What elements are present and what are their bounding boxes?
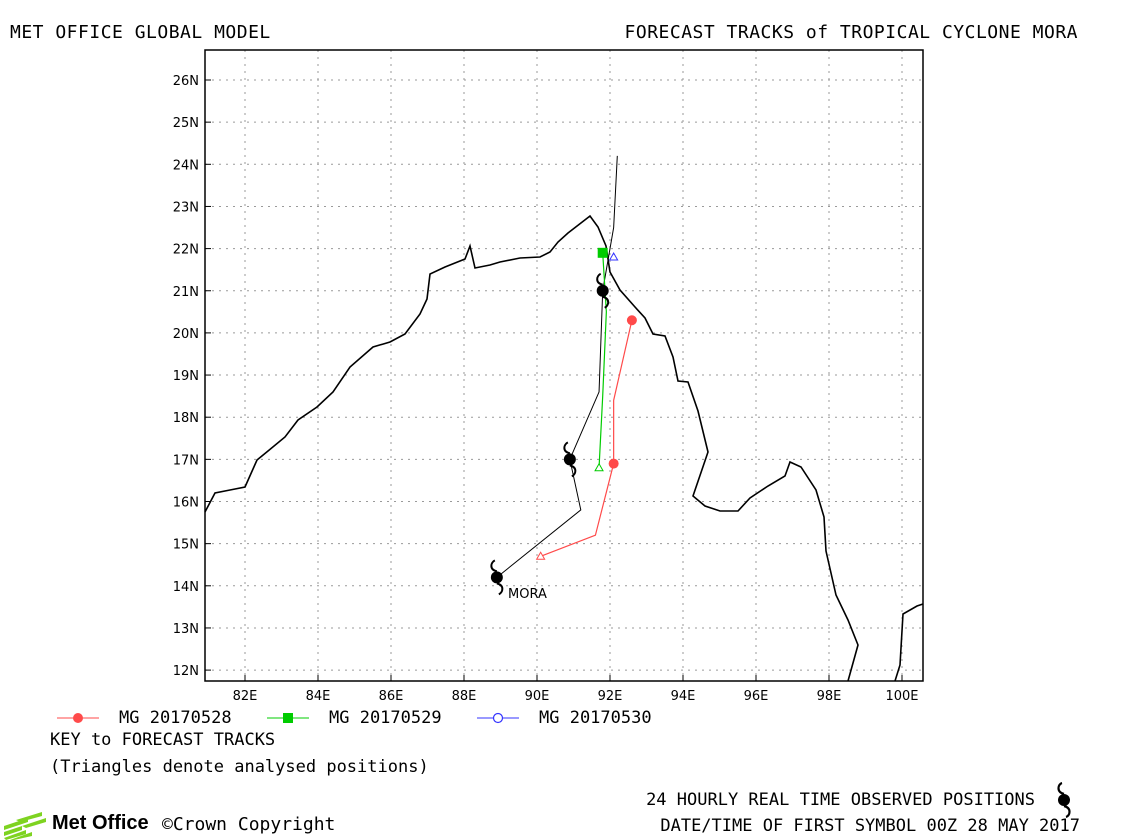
lat-tick-label: 24N	[173, 158, 199, 173]
forecast-marker	[597, 247, 608, 258]
observed-cyclone-symbols	[490, 272, 610, 596]
observed-positions-label: 24 HOURLY REAL TIME OBSERVED POSITIONS	[646, 790, 1035, 810]
analysed-position-triangle	[535, 551, 546, 560]
lat-tick-label: 18N	[173, 411, 199, 426]
lat-tick-label: 19N	[173, 369, 199, 384]
copyright-notice: ©Crown Copyright	[162, 814, 336, 835]
lat-tick-label: 17N	[173, 453, 199, 468]
observed-track-line	[496, 155, 618, 578]
lon-tick-label: 84E	[306, 689, 331, 704]
lat-tick-label: 21N	[173, 285, 199, 300]
lat-tick-label: 26N	[173, 74, 199, 89]
coastline-east	[894, 603, 924, 682]
forecast-marker	[608, 458, 619, 469]
key-title: KEY to FORECAST TRACKS	[50, 730, 276, 750]
lat-tick-label: 12N	[173, 664, 199, 679]
chart-title: FORECAST TRACKS of TROPICAL CYCLONE MORA	[624, 22, 1078, 43]
observed-cyclone-symbol	[490, 559, 504, 596]
observed-track	[496, 155, 618, 578]
forecast-marker	[626, 315, 637, 326]
lon-tick-label: 98E	[817, 689, 842, 704]
lon-tick-label: 94E	[671, 689, 696, 704]
lat-tick-label: 15N	[173, 538, 199, 553]
lon-tick-label: 96E	[744, 689, 769, 704]
met-office-logo-text: Met Office	[52, 812, 149, 834]
forecast-track-line	[540, 320, 633, 557]
met-office-logo	[4, 812, 46, 840]
model-title: MET OFFICE GLOBAL MODEL	[10, 22, 271, 43]
forecast-track-line	[598, 252, 607, 468]
forecast-track-mg-20170529	[594, 247, 608, 472]
map-frame	[204, 49, 924, 682]
lat-tick-label: 20N	[173, 327, 199, 342]
lon-tick-label: 90E	[525, 689, 550, 704]
lat-tick-label: 16N	[173, 496, 199, 511]
forecast-tracks	[535, 247, 637, 560]
lon-tick-label: 86E	[379, 689, 404, 704]
key-note: (Triangles denote analysed positions)	[50, 757, 429, 777]
lon-tick-label: 82E	[233, 689, 258, 704]
longitude-axis: 82E 84E 86E 88E 90E 92E 94E 96E 98E 100E	[233, 675, 919, 704]
forecast-track-mg-20170528	[535, 315, 637, 560]
graticule-grid	[205, 50, 923, 681]
lat-tick-label: 13N	[173, 622, 199, 637]
lon-tick-label: 88E	[452, 689, 477, 704]
lat-tick-label: 23N	[173, 200, 199, 215]
storm-label: MORA	[508, 587, 547, 602]
coastline	[204, 214, 859, 682]
lat-tick-label: 25N	[173, 116, 199, 131]
lon-tick-label: 92E	[598, 689, 623, 704]
cyclone-icon	[1057, 782, 1071, 818]
lat-tick-label: 14N	[173, 580, 199, 595]
analysed-position-triangle	[608, 252, 619, 261]
analysed-position-triangle	[594, 462, 604, 472]
lat-tick-label: 22N	[173, 243, 199, 258]
forecast-track-mg-20170530	[608, 252, 619, 261]
observed-cyclone-symbol	[563, 441, 577, 478]
latitude-axis: 26N 25N 24N 23N 22N 21N 20N 19N 18N 17N 16N 15N 14N 1…	[173, 74, 211, 679]
first-symbol-datetime: DATE/TIME OF FIRST SYMBOL 00Z 28 MAY 201…	[660, 816, 1080, 836]
lon-tick-label: 100E	[885, 689, 918, 704]
observed-cyclone-symbol	[596, 272, 610, 309]
